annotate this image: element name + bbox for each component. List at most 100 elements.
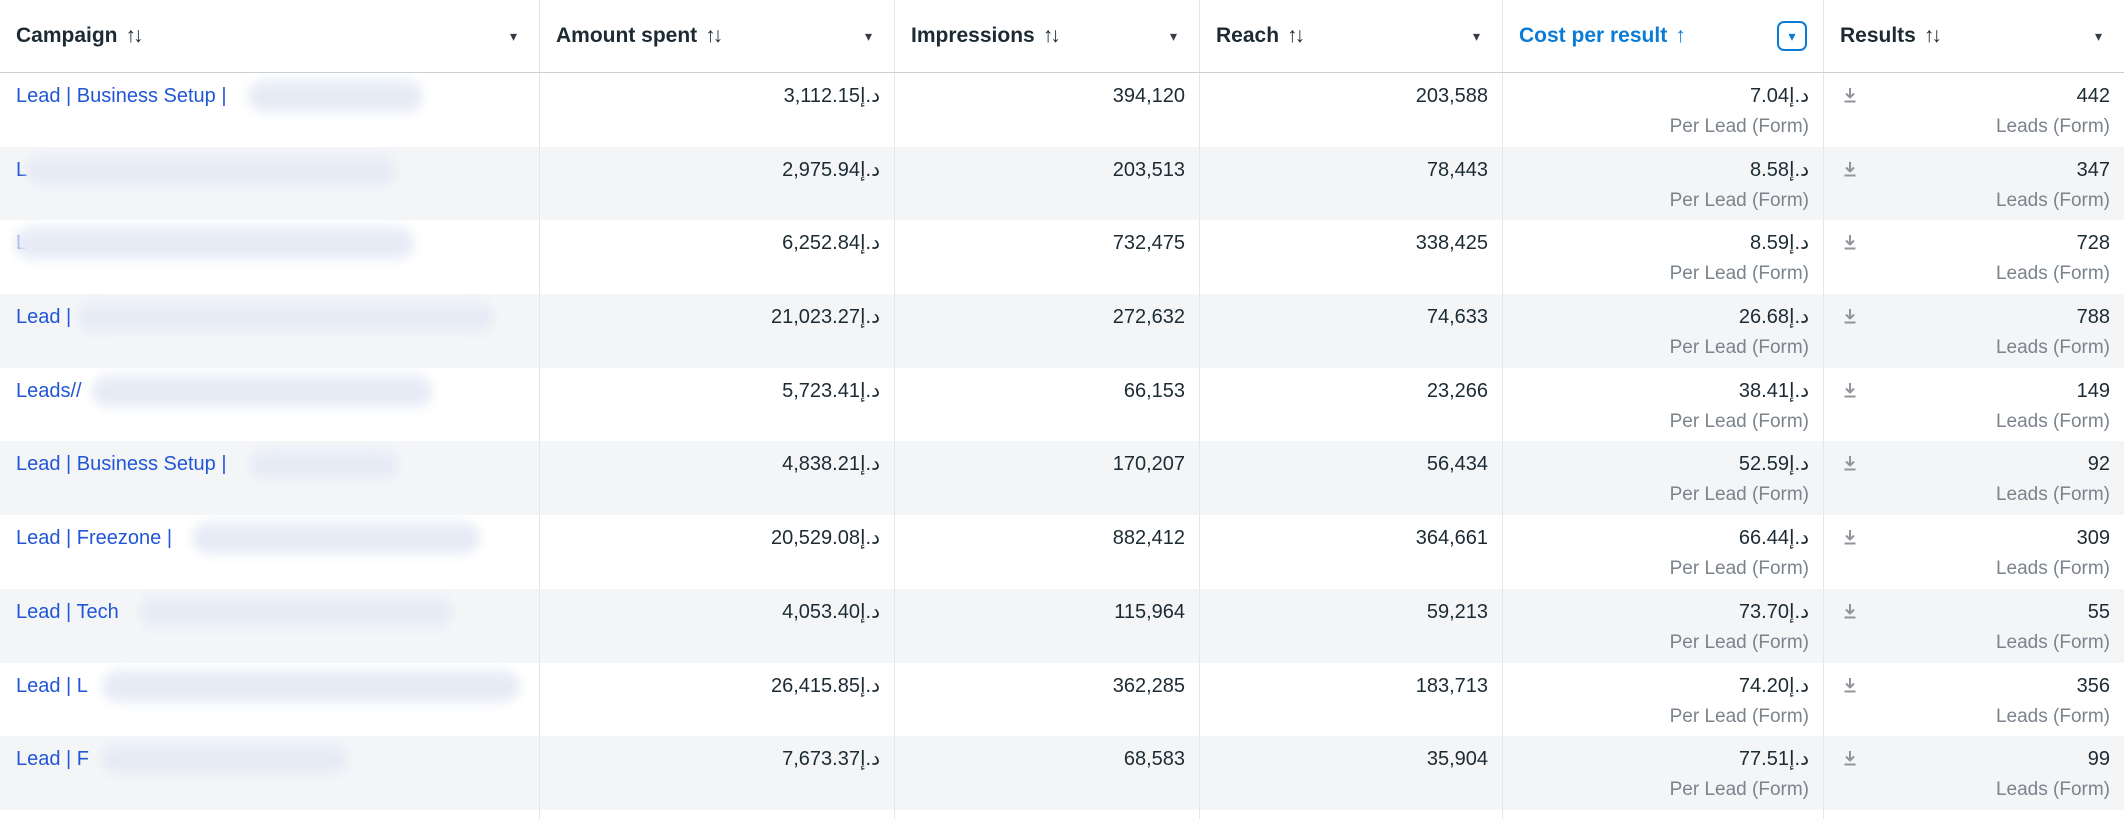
column-header-results[interactable]: Results ↑↓ ▾ [1824, 0, 2124, 72]
campaign-link[interactable]: Lead | [16, 306, 72, 329]
cost-per-result-cell: 8.58د.إ Per Lead (Form) [1503, 146, 1824, 221]
column-label: Results [1840, 24, 1916, 47]
reach-cell: 203,588 [1200, 73, 1503, 147]
cost-per-result-sublabel: Per Lead (Form) [1669, 631, 1809, 653]
impressions-value: 362,285 [1112, 674, 1185, 697]
download-icon[interactable] [1840, 675, 1860, 695]
amount-spent-value: 21,023.27د.إ [770, 306, 880, 329]
results-value: 788 [2076, 306, 2110, 329]
cost-per-result-sublabel: Per Lead (Form) [1669, 263, 1809, 285]
redaction-blur [248, 78, 423, 114]
download-icon[interactable] [1840, 380, 1860, 400]
campaign-cell: Lead | Business Setup | [0, 441, 540, 516]
column-header-reach[interactable]: Reach ↑↓ ▾ [1200, 0, 1503, 72]
campaign-link[interactable]: Lead | F [16, 748, 90, 771]
results-sublabel: Leads (Form) [1995, 558, 2110, 580]
results-sublabel: Leads (Form) [1995, 263, 2110, 285]
results-value: 55 [2087, 600, 2110, 623]
filter-caret-icon[interactable]: ▾ [509, 28, 517, 44]
download-icon[interactable] [1840, 306, 1860, 326]
redaction-blur [102, 741, 347, 778]
impressions-cell: 394,120 [895, 73, 1200, 147]
download-icon[interactable] [1840, 85, 1860, 105]
reach-value: 78,443 [1426, 158, 1488, 181]
cost-per-result-value: 66.44د.إ [1738, 527, 1809, 550]
amount-spent-cell: 26,415.85د.إ [540, 662, 895, 737]
cost-per-result-value: 74.20د.إ [1738, 674, 1809, 697]
results-cell: 356 Leads (Form) [1824, 663, 2124, 737]
campaign-link[interactable]: Lead | Business Setup | [16, 453, 227, 476]
results-value: 728 [2076, 232, 2110, 255]
cost-per-result-sublabel: Per Lead (Form) [1669, 558, 1809, 580]
campaign-link[interactable]: Lead | Tech [16, 600, 119, 623]
column-label: Campaign [16, 24, 118, 47]
cost-per-result-cell: 38.41د.إ Per Lead (Form) [1503, 367, 1824, 442]
download-icon[interactable] [1840, 232, 1860, 252]
results-cell: 442 Leads (Form) [1824, 73, 2124, 147]
results-value: 442 [2076, 85, 2110, 107]
table-row: Lead | Tech 4,053.40د.إ 115,964 59,213 7… [0, 588, 2124, 663]
column-label: Reach [1216, 24, 1280, 47]
download-icon[interactable] [1840, 453, 1860, 473]
campaign-link[interactable]: Leads// [16, 379, 82, 402]
reach-cell: 56,434 [1200, 441, 1503, 516]
redaction-blur [192, 520, 480, 557]
reach-value: 183,713 [1415, 674, 1488, 697]
impressions-value: 882,412 [1112, 527, 1185, 550]
campaign-cell: Leads// [0, 367, 540, 442]
campaign-link[interactable]: Lead | Business Setup | [16, 85, 227, 107]
amount-spent-value: 6,252.84د.إ [782, 232, 880, 255]
cost-per-result-value: 7.04د.إ [1750, 85, 1809, 107]
download-icon[interactable] [1840, 527, 1860, 547]
reach-value: 203,588 [1415, 85, 1488, 107]
campaign-link[interactable]: L [16, 158, 28, 181]
table-row: Lead | F 7,673.37د.إ 68,583 35,904 77.51… [0, 736, 2124, 810]
redaction-blur [14, 225, 414, 262]
cost-filter-caret-button[interactable]: ▾ [1777, 21, 1807, 51]
filter-caret-icon[interactable]: ▾ [1472, 28, 1480, 44]
cost-per-result-cell: 73.70د.إ Per Lead (Form) [1503, 588, 1824, 663]
amount-spent-cell: 20,529.08د.إ [540, 515, 895, 589]
sort-arrows-icon: ↑↓ [705, 24, 723, 47]
reach-cell: 59,213 [1200, 588, 1503, 663]
filter-caret-icon[interactable]: ▾ [1169, 28, 1177, 44]
filter-caret-icon[interactable]: ▾ [2094, 28, 2102, 44]
amount-spent-cell: 5,723.41د.إ [540, 367, 895, 442]
column-header-amount-spent[interactable]: Amount spent ↑↓ ▾ [540, 0, 895, 72]
column-header-impressions[interactable]: Impressions ↑↓ ▾ [895, 0, 1200, 72]
reach-cell: 338,425 [1200, 220, 1503, 295]
results-cell: 55 Leads (Form) [1824, 589, 2124, 663]
amount-spent-value: 4,053.40د.إ [782, 600, 880, 623]
impressions-value: 115,964 [1114, 600, 1185, 623]
impressions-cell: 362,285 [895, 662, 1200, 737]
filter-caret-icon[interactable]: ▾ [864, 28, 872, 44]
column-label: Cost per result [1519, 24, 1668, 47]
table-body: Lead | Business Setup | 3,112.15د.إ 394,… [0, 73, 2124, 810]
campaign-link[interactable]: L [16, 232, 28, 255]
reach-cell: 74,633 [1200, 294, 1503, 368]
campaign-link[interactable]: Lead | L [16, 674, 88, 697]
redaction-blur [78, 299, 493, 336]
reach-value: 364,661 [1415, 527, 1488, 550]
amount-spent-cell: 7,673.37د.إ [540, 736, 895, 810]
cost-per-result-cell: 7.04د.إ Per Lead (Form) [1503, 73, 1824, 147]
impressions-cell: 68,583 [895, 736, 1200, 810]
download-icon[interactable] [1840, 601, 1860, 621]
impressions-value: 66,153 [1123, 379, 1185, 402]
reach-value: 74,633 [1426, 306, 1488, 329]
redaction-blur [102, 667, 520, 704]
column-header-campaign[interactable]: Campaign ↑↓ ▾ [0, 0, 540, 72]
reach-value: 35,904 [1426, 748, 1488, 771]
results-value: 309 [2076, 527, 2110, 550]
cost-per-result-cell: 66.44د.إ Per Lead (Form) [1503, 515, 1824, 589]
cost-per-result-value: 8.59د.إ [1750, 232, 1809, 255]
campaign-link[interactable]: Lead | Freezone | [16, 527, 173, 550]
results-cell: 149 Leads (Form) [1824, 368, 2124, 442]
cost-per-result-value: 26.68د.إ [1738, 306, 1809, 329]
campaign-cell: L [0, 146, 540, 221]
results-sublabel: Leads (Form) [1995, 631, 2110, 653]
column-header-cost-per-result[interactable]: Cost per result ↑ ▾ [1503, 0, 1824, 72]
download-icon[interactable] [1840, 159, 1860, 179]
cost-per-result-cell: 26.68د.إ Per Lead (Form) [1503, 294, 1824, 368]
download-icon[interactable] [1840, 748, 1860, 768]
